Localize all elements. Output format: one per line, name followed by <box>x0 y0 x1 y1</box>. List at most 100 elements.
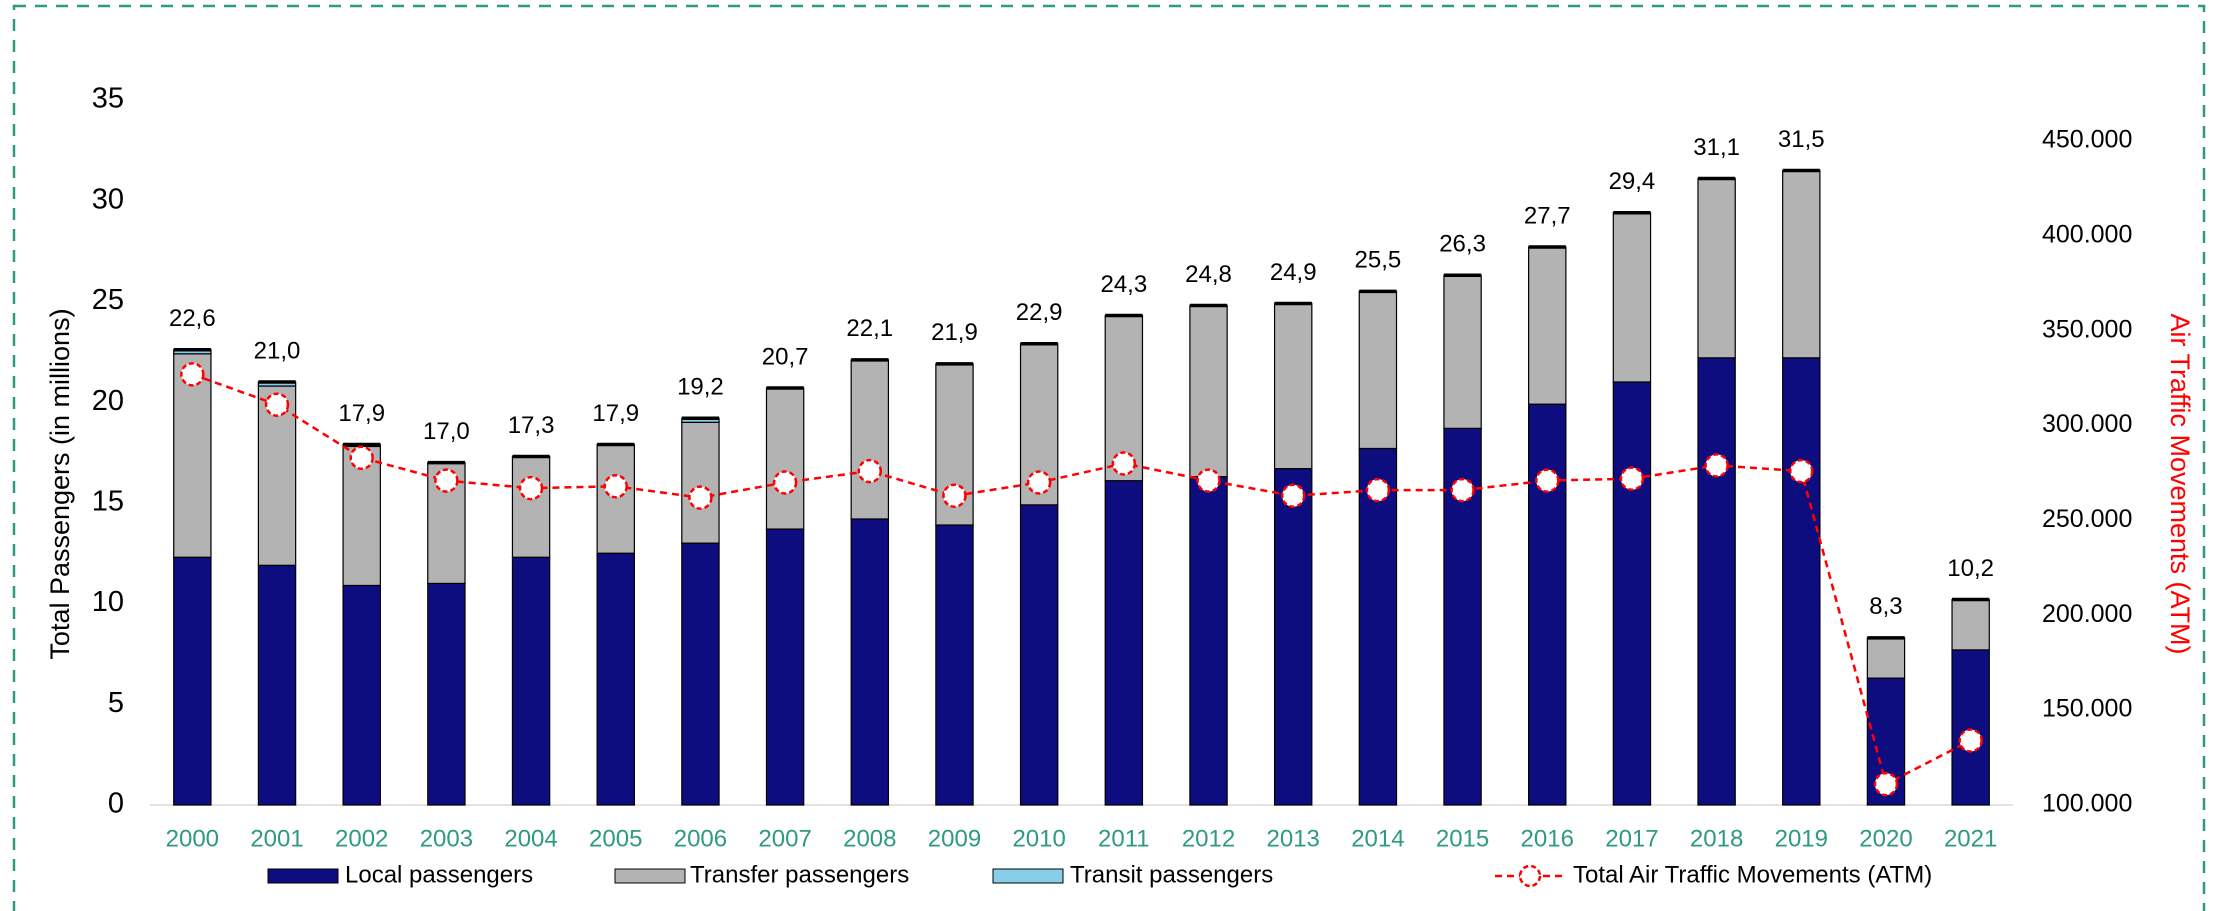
y-tick-label: 10 <box>92 586 124 618</box>
bar-segment <box>765 387 805 530</box>
bar-segment <box>1528 403 1567 806</box>
line-marker <box>1789 458 1814 484</box>
data-label: 17,0 <box>423 418 470 445</box>
line-marker <box>1111 451 1137 476</box>
bar-segment <box>511 455 551 558</box>
bar-segment <box>1358 290 1398 450</box>
x-tick-label: 2015 <box>1436 825 1489 852</box>
line-marker <box>1280 483 1306 509</box>
y-tick-label: 35 <box>92 83 124 115</box>
x-tick-label: 2012 <box>1182 825 1235 852</box>
y-tick-label: 30 <box>92 183 124 215</box>
bar-segment <box>173 353 212 558</box>
bar-segment <box>1104 480 1144 806</box>
bar-segment <box>850 518 890 806</box>
line-marker <box>772 470 798 495</box>
y-tick-label: 15 <box>92 486 124 518</box>
bar-segment <box>1189 304 1228 478</box>
line-marker <box>688 485 713 510</box>
data-label: 8,3 <box>1869 593 1902 620</box>
legend-marker <box>1518 864 1542 888</box>
line-marker <box>180 362 205 387</box>
data-label: 24,9 <box>1270 259 1317 286</box>
data-label: 25,5 <box>1355 247 1402 274</box>
y2-tick-label: 350.000 <box>2042 315 2132 343</box>
x-tick-label: 2017 <box>1605 825 1658 852</box>
legend-swatch <box>614 868 686 884</box>
y2-tick-label: 450.000 <box>2042 126 2132 154</box>
data-label: 24,8 <box>1185 261 1232 288</box>
data-label: 24,3 <box>1100 271 1147 298</box>
frame <box>12 4 2206 911</box>
data-label: 29,4 <box>1609 168 1656 195</box>
line-marker <box>518 475 544 501</box>
y-tick-label: 5 <box>108 687 124 719</box>
x-tick-label: 2005 <box>589 825 642 852</box>
legend-swatch <box>267 868 339 884</box>
bar-segment <box>935 524 974 806</box>
bar-segment <box>1612 381 1652 806</box>
x-tick-label: 2000 <box>166 825 219 852</box>
bar-segment <box>1951 649 1990 806</box>
data-label: 22,6 <box>169 305 216 332</box>
bar-segment <box>596 552 635 806</box>
line-marker <box>1196 468 1221 493</box>
y2-tick-label: 300.000 <box>2042 410 2132 438</box>
line-marker <box>1704 453 1729 478</box>
data-label: 22,9 <box>1016 299 1063 326</box>
bar-segment <box>765 528 805 806</box>
x-tick-label: 2011 <box>1098 825 1150 852</box>
x-tick-label: 2013 <box>1267 825 1320 852</box>
x-tick-label: 2009 <box>928 825 981 852</box>
x-tick-label: 2010 <box>1012 825 1065 852</box>
data-label: 17,3 <box>508 412 555 439</box>
y2-tick-label: 100.000 <box>2042 790 2132 818</box>
y-tick-label: 20 <box>92 385 124 417</box>
bar-segment <box>1782 357 1821 806</box>
bar-segment <box>1528 246 1567 405</box>
line-marker <box>1958 728 1983 753</box>
y2-tick-label: 200.000 <box>2042 600 2132 628</box>
bar-segment <box>427 582 466 806</box>
bar-segment <box>1189 476 1228 806</box>
legend-swatch <box>992 868 1064 884</box>
line-marker <box>434 468 459 493</box>
line-marker <box>1619 466 1645 491</box>
bar-segment <box>173 556 212 806</box>
bar-segment <box>596 443 635 554</box>
bar-segment <box>1443 274 1482 429</box>
bar-segment <box>850 359 890 520</box>
data-label: 10,2 <box>1947 555 1994 582</box>
bar-segment <box>342 584 381 806</box>
line-marker <box>1026 470 1052 495</box>
line-marker <box>1873 771 1899 797</box>
line-marker <box>857 458 883 484</box>
x-tick-label: 2020 <box>1859 825 1912 852</box>
y-tick-label: 0 <box>108 788 124 820</box>
bar-segment <box>1612 212 1652 383</box>
x-tick-label: 2007 <box>758 825 811 852</box>
line-marker <box>942 483 967 509</box>
y2-tick-label: 150.000 <box>2042 695 2132 723</box>
x-tick-label: 2021 <box>1944 825 1997 852</box>
bar-segment <box>1273 468 1313 806</box>
bar-segment <box>511 556 551 806</box>
bar-segment <box>257 564 297 806</box>
data-label: 19,2 <box>677 374 724 401</box>
x-tick-label: 2002 <box>335 825 388 852</box>
line-marker <box>1365 477 1391 503</box>
x-tick-label: 2003 <box>420 825 473 852</box>
data-label: 17,9 <box>592 400 639 427</box>
data-label: 22,1 <box>846 315 893 342</box>
bar-segment <box>1866 637 1906 679</box>
legend-label: Total Air Traffic Movements (ATM) <box>1573 861 1932 888</box>
y2-tick-label: 250.000 <box>2042 505 2132 533</box>
x-tick-label: 2019 <box>1775 825 1828 852</box>
data-label: 17,9 <box>338 400 385 427</box>
bar-segment <box>1951 598 1990 651</box>
line-marker <box>1535 468 1560 493</box>
data-label: 21,0 <box>254 337 301 364</box>
legend-label: Transfer passengers <box>690 861 909 888</box>
data-label: 20,7 <box>762 343 809 370</box>
